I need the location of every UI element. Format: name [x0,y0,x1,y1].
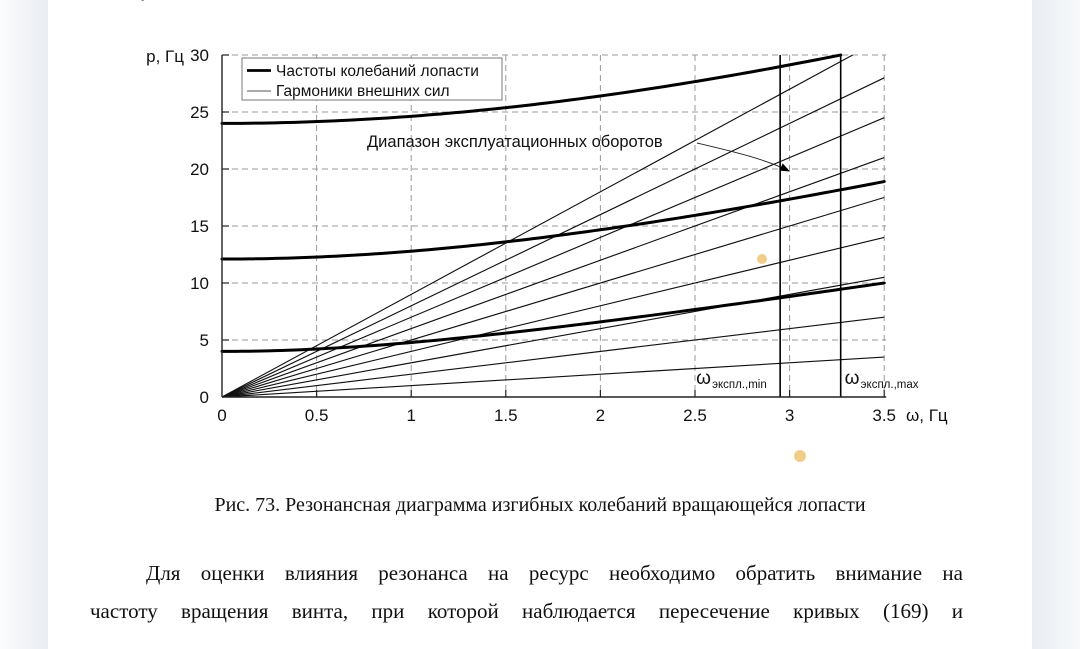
y-axis-label: р, Гц [146,47,184,66]
resonance-diagram-figure: у 0 5 10 15 20 25 30 0 0.5 1 1.5 2 2.5 3 3.5 р, Гц ω, Гц Ч… [141,0,948,462]
y-tick-label: 5 [200,331,209,350]
operating-range-annotation: Диапазон эксплуатационных оборотов [367,133,663,151]
omega-min-subscript: экспл.,min [712,379,767,391]
harmonic-line-6 [221,157,885,398]
harmonic-line-3 [221,276,885,398]
harmonic-line-1 [221,356,885,398]
x-tick-label: 1 [406,406,415,425]
yellow-marker-dot-1 [757,254,767,264]
x-tick-label: 0.5 [305,406,329,425]
harmonic-line-2 [221,316,885,398]
page-left-shadow [0,0,48,649]
page-right-shadow [1032,0,1080,649]
y-tick-label: 10 [190,274,209,293]
legend-box [241,57,503,101]
omega-max-label: ω [845,368,860,389]
y-tick-label: 25 [190,103,209,122]
harmonic-line-9 [221,54,853,398]
paragraph-line: частоту вращения винта, при которой набл… [90,599,963,623]
legend-label-harmonics: Гармоники внешних сил [276,83,450,100]
body-paragraph: Для оценки влияния резонанса на ресурс н… [90,554,963,630]
yellow-marker-dot-2 [794,450,806,462]
x-tick-label: 2 [596,406,605,425]
x-tick-label: 3 [785,406,794,425]
x-axis-label: ω, Гц [906,406,948,425]
blade-mode-curve-1 [220,281,886,353]
x-tick-label: 0 [217,406,226,425]
omega-min-label: ω [696,368,711,389]
blade-mode-curve-2 [220,180,886,261]
legend-label-blade-frequencies: Частоты колебаний лопасти [276,63,479,80]
annotation-arrow [696,142,790,172]
x-tick-label: 1.5 [494,406,518,425]
blade-mode-curve-3 [220,53,843,125]
harmonic-line-5 [221,196,885,398]
paragraph-line: Для оценки влияния резонанса на ресурс н… [146,561,963,585]
y-tick-label: 30 [190,46,209,65]
omega-max-subscript: экспл.,max [861,379,919,391]
y-tick-label: 15 [190,217,209,236]
harmonic-line-4 [221,236,885,398]
x-tick-label: 3.5 [872,406,896,425]
x-tick-label: 2.5 [683,406,707,425]
y-tick-label: 0 [200,388,209,407]
y-tick-label: 20 [190,160,209,179]
cutoff-text-fragment: у [141,0,151,1]
figure-caption: Рис. 73. Резонансная диаграмма изгибных … [214,494,866,516]
